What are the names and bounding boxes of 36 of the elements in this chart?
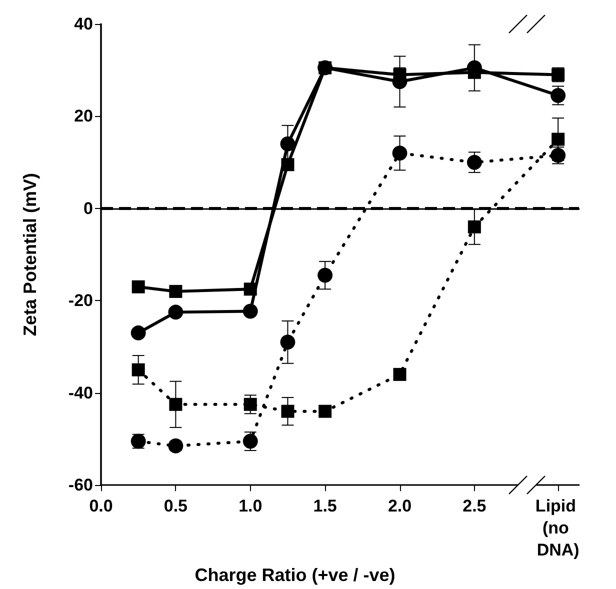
- point: [466, 154, 482, 170]
- y-tick-label: -60: [68, 476, 93, 495]
- y-tick-label: 40: [74, 14, 93, 34]
- point: [393, 368, 406, 381]
- point: [280, 334, 296, 350]
- y-axis-title: Zeta Potential (mV): [20, 173, 40, 336]
- point: [169, 398, 182, 411]
- point: [244, 398, 257, 411]
- point: [281, 158, 294, 172]
- point: [132, 280, 145, 294]
- x-tick-label: 2.5: [462, 496, 486, 516]
- point: [468, 220, 481, 234]
- x-tick-label: 2.0: [388, 496, 412, 516]
- x-tick-label: 0.5: [164, 496, 188, 516]
- point: [242, 304, 258, 319]
- point: [392, 146, 408, 161]
- point: [244, 282, 257, 296]
- point: [130, 325, 146, 340]
- point: [318, 268, 333, 283]
- y-tick-label: -40: [68, 383, 93, 402]
- x-tick-label: 0.0: [89, 496, 113, 516]
- point: [552, 132, 565, 146]
- x-axis-title: Charge Ratio (+ve / -ve): [194, 565, 396, 585]
- point: [550, 88, 566, 103]
- y-tick-label: 20: [74, 106, 93, 126]
- point: [318, 404, 332, 418]
- x-tick-label: 1.5: [313, 496, 337, 516]
- point: [281, 404, 294, 418]
- y-tick-label: 0: [84, 198, 93, 218]
- x-tick-label: Lipid (no DNA): [535, 496, 581, 560]
- point: [168, 304, 184, 320]
- y-tick-label: -20: [68, 291, 93, 310]
- point: [280, 136, 296, 152]
- x-tick-label: 1.0: [238, 496, 262, 516]
- point: [169, 284, 182, 298]
- point: [132, 363, 145, 376]
